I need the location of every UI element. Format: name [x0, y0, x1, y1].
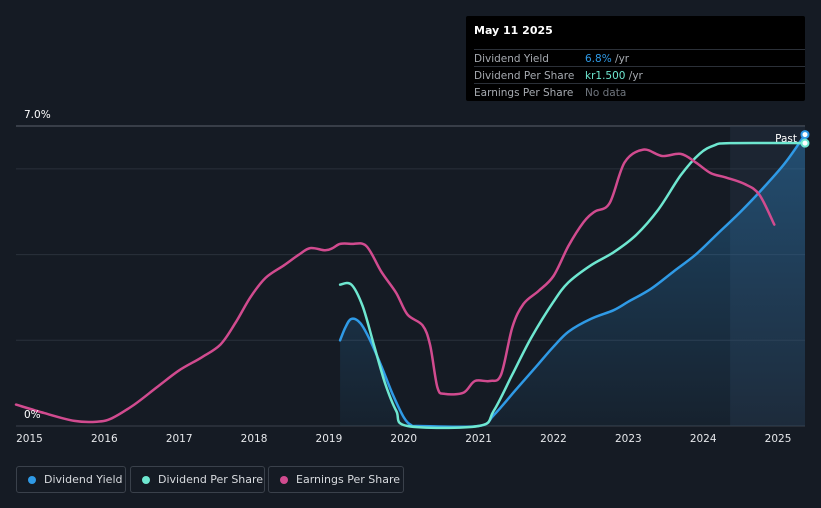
y-axis-max-label: 7.0% — [24, 109, 51, 121]
tooltip-row-dividend-per-share: Dividend Per Share kr1.500 /yr — [474, 66, 805, 84]
x-tick-label: 2015 — [16, 433, 43, 445]
dividend-per-share-end-marker — [800, 138, 810, 148]
earnings-per-share-line — [14, 148, 776, 424]
y-axis-min-label: 0% — [24, 409, 41, 421]
x-tick-label: 2021 — [465, 433, 492, 445]
x-tick-label: 2017 — [166, 433, 193, 445]
legend-label: Dividend Per Share — [158, 473, 264, 486]
legend-label: Dividend Yield — [44, 473, 123, 486]
dividend-yield-area — [340, 134, 805, 427]
legend-item-dividend-yield[interactable]: Dividend Yield — [16, 466, 126, 493]
x-tick-label: 2022 — [540, 433, 567, 445]
legend-label: Earnings Per Share — [296, 473, 401, 486]
tooltip-label: Earnings Per Share — [474, 87, 574, 99]
legend-dot-icon — [28, 476, 36, 484]
tooltip-value: No data — [585, 87, 627, 99]
legend-dot-icon — [142, 476, 150, 484]
tooltip-row-earnings-per-share: Earnings Per Share No data — [474, 83, 805, 101]
legend-item-dividend-per-share[interactable]: Dividend Per Share — [130, 466, 265, 493]
past-label: Past — [775, 133, 797, 145]
legend-item-earnings-per-share[interactable]: Earnings Per Share — [268, 466, 404, 493]
x-tick-label: 2019 — [316, 433, 343, 445]
tooltip-unit: /yr — [625, 70, 643, 82]
series-layer — [14, 130, 810, 430]
tooltip: May 11 2025 Dividend Yield 6.8% /yr Divi… — [466, 16, 805, 101]
tooltip-label: Dividend Per Share — [474, 70, 575, 82]
axis-layer: 7.0% 0% 2015 2016 2017 2018 2019 2020 2021 2022 20… — [16, 109, 797, 445]
tooltip-value: kr1.500 — [585, 70, 626, 82]
x-tick-label: 2020 — [390, 433, 417, 445]
tooltip-value: 6.8% — [585, 53, 612, 65]
x-tick-label: 2016 — [91, 433, 118, 445]
tooltip-unit: /yr — [611, 53, 630, 65]
x-tick-label: 2024 — [690, 433, 717, 445]
tooltip-row-dividend-yield: Dividend Yield 6.8% /yr — [474, 49, 805, 67]
tooltip-date: May 11 2025 — [474, 24, 553, 37]
x-tick-label: 2025 — [765, 433, 792, 445]
x-tick-label: 2023 — [615, 433, 642, 445]
dividend-yield-end-marker — [800, 130, 810, 140]
legend-dot-icon — [280, 476, 288, 484]
x-tick-label: 2018 — [241, 433, 268, 445]
tooltip-label: Dividend Yield — [474, 53, 549, 65]
